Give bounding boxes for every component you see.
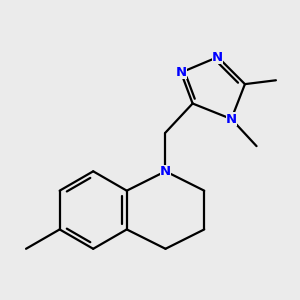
Text: N: N [176,66,187,79]
Text: N: N [212,50,224,64]
Text: N: N [160,165,171,178]
Text: N: N [226,112,237,125]
